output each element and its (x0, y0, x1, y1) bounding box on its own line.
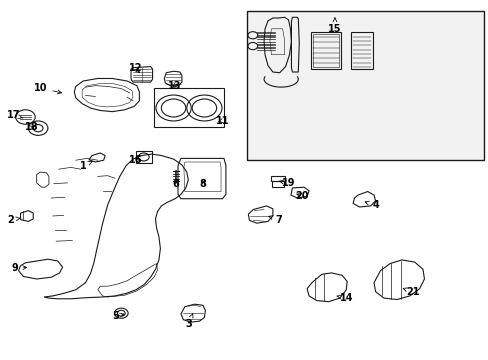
Text: 4: 4 (365, 200, 378, 210)
Text: 8: 8 (199, 179, 206, 189)
Text: 16: 16 (129, 155, 142, 165)
Text: 2: 2 (7, 215, 20, 225)
Text: 21: 21 (403, 287, 419, 297)
Text: 9: 9 (11, 263, 27, 273)
Text: 17: 17 (6, 110, 23, 120)
Text: 3: 3 (184, 314, 193, 329)
Text: 12: 12 (129, 63, 142, 73)
Text: 18: 18 (25, 122, 39, 132)
Text: 1: 1 (80, 161, 92, 171)
Text: 11: 11 (216, 116, 229, 126)
Text: 5: 5 (112, 311, 123, 321)
Text: 10: 10 (34, 83, 61, 94)
Text: 14: 14 (336, 293, 352, 303)
Text: 15: 15 (327, 18, 341, 34)
Text: 19: 19 (278, 178, 295, 188)
Text: 13: 13 (167, 81, 181, 91)
Text: 7: 7 (268, 215, 282, 225)
Bar (246, 11, 483, 160)
Text: 20: 20 (295, 191, 308, 201)
Text: 6: 6 (172, 179, 179, 189)
